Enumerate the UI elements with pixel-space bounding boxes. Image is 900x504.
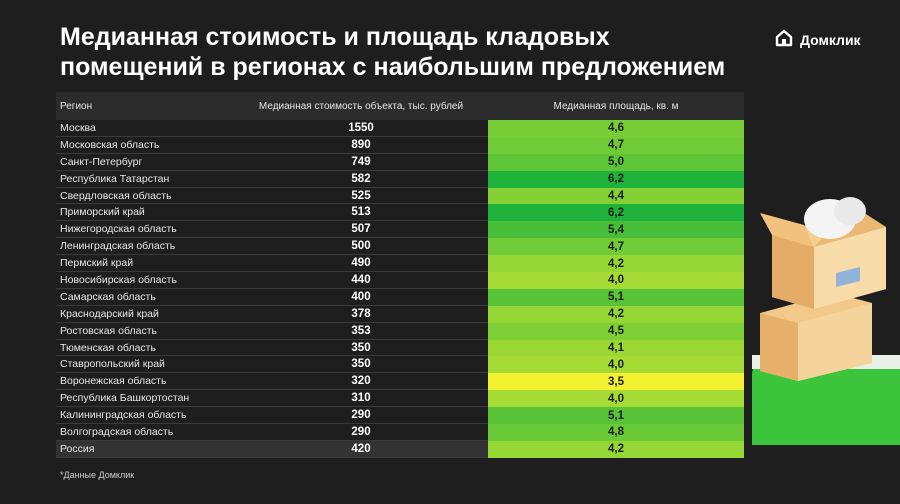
- table-row: Ленинградская область 500 4,7: [56, 238, 744, 256]
- column-header-area: Медианная площадь, кв. м: [553, 100, 679, 112]
- table-row: Самарская область 400 5,1: [56, 288, 744, 306]
- cost-cell: 350: [234, 340, 488, 357]
- area-cell: 3,5: [488, 373, 744, 391]
- area-cell: 4,4: [488, 187, 744, 205]
- area-cell: 4,2: [488, 440, 744, 458]
- region-cell: Краснодарский край: [56, 306, 234, 323]
- area-cell: 5,1: [488, 288, 744, 306]
- column-header-cost: Медианная стоимость объекта, тыс. рублей: [258, 100, 464, 112]
- cost-cell: 525: [234, 188, 488, 205]
- data-table: Регион Медианная стоимость объекта, тыс.…: [56, 92, 744, 458]
- cost-cell: 890: [234, 137, 488, 154]
- footnote: *Данные Домклик: [60, 470, 135, 480]
- cost-cell: 353: [234, 323, 488, 340]
- region-cell: Воронежская область: [56, 373, 234, 391]
- table-row: Ростовская область 353 4,5: [56, 322, 744, 340]
- cost-cell: 290: [234, 424, 488, 441]
- area-cell: 4,5: [488, 322, 744, 340]
- area-cell: 5,1: [488, 407, 744, 425]
- region-cell: Санкт-Петербург: [56, 154, 234, 171]
- cost-cell: 320: [234, 373, 488, 391]
- cost-cell: 500: [234, 238, 488, 256]
- region-cell: Республика Татарстан: [56, 171, 234, 188]
- area-cell: 4,8: [488, 424, 744, 441]
- region-cell: Московская область: [56, 137, 234, 154]
- area-cell: 4,2: [488, 255, 744, 273]
- area-cell: 5,4: [488, 221, 744, 239]
- chart-title: Медианная стоимость и площадь кладовых п…: [60, 23, 726, 81]
- area-cell: 4,7: [488, 238, 744, 256]
- area-cell: 4,0: [488, 390, 744, 408]
- table-row: Воронежская область 320 3,5: [56, 373, 744, 391]
- table-row: Московская область 890 4,7: [56, 136, 744, 154]
- column-header-region: Регион: [60, 100, 93, 112]
- area-cell: 6,2: [488, 204, 744, 222]
- region-cell: Самарская область: [56, 289, 234, 306]
- region-cell: Республика Башкортостан: [56, 390, 234, 408]
- cost-cell: 400: [234, 289, 488, 306]
- table-row: Калининградская область 290 5,1: [56, 407, 744, 425]
- area-cell: 6,2: [488, 170, 744, 188]
- house-icon: [774, 28, 794, 53]
- region-cell: Россия: [56, 440, 234, 458]
- table-row: Новосибирская область 440 4,0: [56, 272, 744, 289]
- area-cell: 4,1: [488, 339, 744, 357]
- cost-cell: 440: [234, 272, 488, 289]
- area-cell: 4,2: [488, 305, 744, 323]
- region-cell: Ставропольский край: [56, 356, 234, 374]
- cost-cell: 513: [234, 204, 488, 222]
- table-header: Регион Медианная стоимость объекта, тыс.…: [56, 92, 744, 120]
- table-row: Краснодарский край 378 4,2: [56, 305, 744, 323]
- region-cell: Ленинградская область: [56, 238, 234, 256]
- region-cell: Волгоградская область: [56, 424, 234, 441]
- table-row-total: Россия 420 4,2: [56, 440, 744, 458]
- table-row: Свердловская область 525 4,4: [56, 187, 744, 205]
- area-cell: 4,0: [488, 356, 744, 374]
- area-cell: 4,6: [488, 120, 744, 137]
- table-row: Тюменская область 350 4,1: [56, 339, 744, 357]
- table-row: Санкт-Петербург 749 5,0: [56, 153, 744, 171]
- cost-cell: 378: [234, 306, 488, 323]
- cost-cell: 507: [234, 221, 488, 239]
- cost-cell: 350: [234, 356, 488, 374]
- region-cell: Ростовская область: [56, 323, 234, 340]
- table-row: Нижегородская область 507 5,4: [56, 221, 744, 239]
- cost-cell: 490: [234, 255, 488, 273]
- cost-cell: 420: [234, 440, 488, 458]
- region-cell: Приморский край: [56, 204, 234, 222]
- boxes-illustration: [752, 185, 900, 450]
- region-cell: Калининградская область: [56, 407, 234, 425]
- area-cell: 5,0: [488, 153, 744, 171]
- cost-cell: 582: [234, 171, 488, 188]
- region-cell: Новосибирская область: [56, 272, 234, 289]
- region-cell: Свердловская область: [56, 188, 234, 205]
- region-cell: Пермский край: [56, 255, 234, 273]
- table-body: Москва 1550 4,6 Московская область 890 4,7 Сан…: [56, 120, 744, 458]
- table-row: Пермский край 490 4,2: [56, 255, 744, 273]
- table-row: Волгоградская область 290 4,8: [56, 424, 744, 441]
- table-row: Приморский край 513 6,2: [56, 204, 744, 222]
- brand-logo: Домклик: [774, 28, 861, 52]
- cost-cell: 1550: [234, 120, 488, 137]
- region-cell: Нижегородская область: [56, 221, 234, 239]
- area-cell: 4,7: [488, 136, 744, 154]
- table-row: Республика Татарстан 582 6,2: [56, 170, 744, 188]
- area-cell: 4,0: [488, 272, 744, 289]
- cost-cell: 310: [234, 390, 488, 408]
- brand-name: Домклик: [800, 32, 861, 48]
- table-row: Москва 1550 4,6: [56, 120, 744, 137]
- table-row: Республика Башкортостан 310 4,0: [56, 390, 744, 408]
- region-cell: Тюменская область: [56, 340, 234, 357]
- region-cell: Москва: [56, 120, 234, 137]
- cost-cell: 290: [234, 407, 488, 425]
- cost-cell: 749: [234, 154, 488, 171]
- table-row: Ставропольский край 350 4,0: [56, 356, 744, 374]
